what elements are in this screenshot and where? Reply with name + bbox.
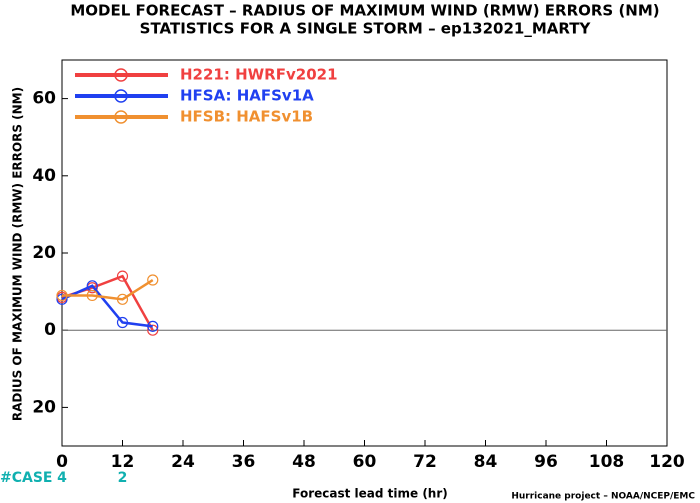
y-tick-label: 0 bbox=[44, 320, 56, 340]
legend-marker bbox=[114, 89, 128, 103]
point bbox=[116, 270, 129, 282]
x-tick-label: 72 bbox=[413, 452, 437, 472]
point bbox=[86, 289, 98, 302]
point bbox=[147, 320, 159, 332]
y-axis-label: RADIUS OF MAXIMUM WIND (RMW) ERRORS (NM) bbox=[11, 87, 25, 421]
x-tick-label: 120 bbox=[649, 452, 685, 472]
x-tick-label: 48 bbox=[292, 452, 316, 472]
case-label: #CASE bbox=[0, 470, 53, 486]
x-axis-label: Forecast lead time (hr) bbox=[292, 487, 448, 501]
credit: Hurricane project – NOAA/NCEP/EMC bbox=[511, 492, 695, 502]
point bbox=[116, 293, 129, 305]
x-tick-label: 12 bbox=[111, 452, 135, 472]
legend-label: HFSB: HAFSv1B bbox=[180, 108, 313, 126]
chart-title: MODEL FORECAST – RADIUS OF MAXIMUM WIND … bbox=[70, 2, 659, 20]
x-tick-label: 96 bbox=[534, 452, 558, 472]
point bbox=[147, 274, 159, 286]
x-tick-label: 84 bbox=[474, 452, 498, 472]
y-tick-label: 20 bbox=[32, 397, 56, 417]
legend-marker bbox=[114, 68, 128, 82]
point bbox=[56, 289, 68, 302]
legend-label: HFSA: HAFSv1A bbox=[180, 87, 314, 105]
y-tick-label: 40 bbox=[32, 166, 56, 186]
series-line bbox=[62, 278, 154, 301]
legend-label: H221: HWRFv2021 bbox=[180, 66, 338, 84]
x-tick-label: 60 bbox=[353, 452, 377, 472]
x-tick-label: 108 bbox=[589, 452, 625, 472]
legend-marker bbox=[114, 110, 128, 124]
x-tick-label: 36 bbox=[232, 452, 256, 472]
case-count: 2 bbox=[118, 470, 128, 486]
x-tick-label: 0 bbox=[56, 452, 68, 472]
chart-subtitle: STATISTICS FOR A SINGLE STORM – ep132021… bbox=[140, 20, 592, 38]
point bbox=[116, 316, 129, 329]
y-tick-label: 60 bbox=[32, 89, 56, 109]
x-tick-label: 24 bbox=[171, 452, 195, 472]
series-line bbox=[61, 284, 153, 328]
y-tick-label: 20 bbox=[32, 243, 56, 263]
case-count: 4 bbox=[57, 470, 67, 486]
